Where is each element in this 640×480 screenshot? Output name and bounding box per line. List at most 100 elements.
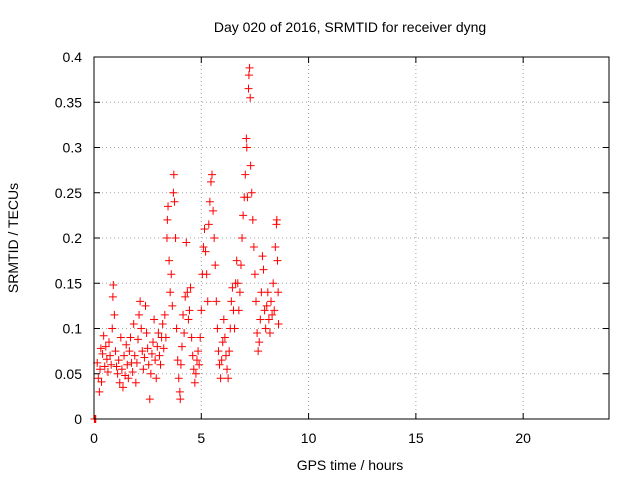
data-point	[118, 383, 127, 392]
x-axis-label: GPS time / hours	[297, 457, 404, 473]
data-point	[239, 211, 248, 220]
data-point	[150, 315, 159, 324]
data-point	[132, 358, 141, 367]
data-point	[131, 378, 140, 387]
data-point	[185, 306, 194, 315]
data-point	[123, 360, 132, 369]
data-point	[234, 306, 243, 315]
data-point	[244, 84, 253, 93]
data-point	[203, 297, 212, 306]
data-point	[247, 188, 256, 197]
data-point	[189, 365, 198, 374]
data-point	[139, 365, 148, 374]
data-point	[171, 234, 180, 242]
data-point	[214, 347, 223, 356]
data-point	[152, 374, 161, 383]
data-point	[126, 333, 135, 342]
data-point	[153, 342, 162, 351]
data-point	[145, 395, 154, 404]
data-point	[174, 374, 183, 383]
data-point	[244, 71, 253, 80]
data-point	[269, 279, 278, 288]
data-points	[90, 63, 283, 423]
data-point	[133, 335, 142, 344]
data-point	[201, 247, 210, 256]
data-point	[230, 324, 239, 333]
data-point	[109, 281, 118, 290]
data-point	[270, 306, 279, 315]
data-point	[130, 351, 139, 360]
data-point	[93, 358, 102, 367]
data-point	[238, 234, 247, 242]
y-tick-label: 0.2	[63, 230, 83, 246]
data-point	[151, 356, 160, 365]
data-point	[206, 177, 215, 186]
data-point	[164, 202, 173, 211]
data-point	[176, 395, 185, 404]
data-point	[242, 134, 251, 143]
data-point	[204, 220, 213, 229]
data-point	[161, 333, 170, 342]
x-tick-label: 0	[90, 430, 98, 446]
data-point	[258, 252, 267, 261]
data-point	[176, 360, 185, 369]
data-point	[142, 329, 151, 338]
data-point	[107, 360, 116, 369]
data-point	[114, 356, 123, 365]
data-point	[194, 347, 203, 356]
data-point	[129, 319, 138, 328]
data-point	[253, 329, 262, 338]
y-tick-label: 0.3	[63, 140, 83, 156]
data-point	[179, 310, 188, 319]
data-point	[209, 206, 218, 215]
data-point	[217, 356, 226, 365]
data-point	[155, 351, 164, 360]
data-point	[146, 369, 155, 378]
data-point	[96, 365, 105, 374]
data-point	[168, 301, 177, 310]
data-point	[154, 329, 163, 338]
data-point	[202, 270, 211, 279]
data-point	[232, 256, 241, 265]
x-tick-label: 20	[515, 430, 531, 446]
chart-title: Day 020 of 2016, SRMTID for receiver dyn…	[214, 19, 486, 35]
data-point	[191, 369, 200, 378]
data-point	[221, 351, 230, 360]
data-point	[259, 265, 268, 274]
data-point	[169, 188, 178, 197]
data-point	[223, 365, 232, 374]
data-point	[246, 93, 255, 102]
data-point	[95, 387, 104, 396]
data-point	[128, 367, 137, 376]
data-point	[173, 356, 182, 365]
y-tick-label: 0.25	[55, 185, 82, 201]
data-point	[249, 243, 258, 252]
data-point	[242, 143, 251, 152]
data-point	[187, 333, 196, 342]
data-point	[110, 310, 119, 319]
data-point	[235, 288, 244, 297]
data-point	[193, 356, 201, 365]
data-point	[97, 377, 106, 386]
data-point	[224, 374, 233, 383]
y-tick-label: 0.1	[63, 321, 83, 337]
data-point	[94, 374, 103, 383]
y-tick-label: 0.15	[55, 275, 82, 291]
data-point	[147, 349, 156, 358]
data-point	[181, 292, 190, 301]
data-point	[271, 243, 280, 252]
y-tick-label: 0.05	[55, 366, 82, 382]
data-point	[99, 331, 108, 340]
data-point	[162, 234, 171, 242]
data-point	[219, 315, 228, 324]
data-point	[250, 270, 259, 279]
data-point	[149, 338, 158, 347]
data-point	[159, 344, 168, 353]
data-point	[274, 319, 283, 328]
data-point	[158, 319, 167, 328]
data-point	[246, 161, 255, 170]
data-point	[102, 355, 111, 364]
data-point	[137, 324, 146, 333]
data-point	[108, 324, 117, 333]
